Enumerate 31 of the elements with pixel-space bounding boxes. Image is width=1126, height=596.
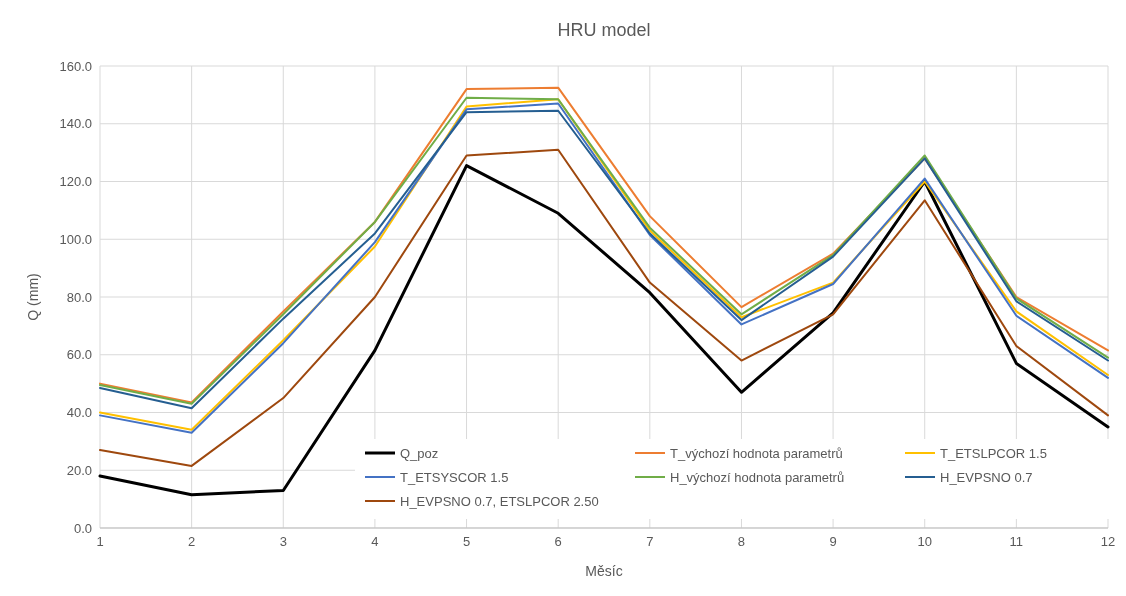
legend-label: T_ETSYSCOR 1.5 bbox=[400, 469, 509, 485]
y-tick-label: 0.0 bbox=[73, 520, 92, 536]
y-tick-label: 80.0 bbox=[66, 289, 92, 305]
y-tick-label: 140.0 bbox=[59, 116, 92, 132]
y-tick-label: 100.0 bbox=[59, 231, 92, 247]
y-tick-label: 160.0 bbox=[59, 58, 92, 74]
x-tick-label: 8 bbox=[737, 534, 746, 549]
x-tick-label: 11 bbox=[1009, 534, 1024, 549]
y-tick-label: 60.0 bbox=[66, 347, 92, 363]
y-axis-title: Q (mm) bbox=[25, 273, 41, 321]
legend-label: T_výchozí hodnota parametrů bbox=[670, 445, 843, 461]
chart-title: HRU model bbox=[557, 20, 651, 40]
x-tick-label: 5 bbox=[462, 534, 471, 549]
y-tick-label: 40.0 bbox=[66, 405, 92, 421]
legend-label: H_výchozí hodnota parametrů bbox=[670, 469, 845, 485]
x-tick-label: 10 bbox=[917, 534, 932, 549]
legend-label: H_EVPSNO 0.7, ETSLPCOR 2.50 bbox=[400, 493, 599, 509]
legend-label: T_ETSLPCOR 1.5 bbox=[940, 445, 1047, 461]
y-tick-label: 120.0 bbox=[59, 174, 92, 190]
x-tick-label: 3 bbox=[279, 534, 287, 549]
legend-label: Q_poz bbox=[400, 445, 439, 461]
x-tick-label: 2 bbox=[188, 534, 196, 549]
x-axis-title: Měsíc bbox=[585, 563, 623, 579]
x-tick-label: 4 bbox=[371, 534, 379, 549]
y-tick-label: 20.0 bbox=[66, 462, 92, 478]
x-tick-label: 1 bbox=[96, 534, 104, 549]
x-tick-label: 6 bbox=[554, 534, 562, 549]
legend-label: H_EVPSNO 0.7 bbox=[940, 469, 1033, 485]
x-tick-label: 9 bbox=[829, 534, 837, 549]
x-tick-label: 12 bbox=[1100, 534, 1116, 549]
x-tick-label: 7 bbox=[646, 534, 654, 549]
